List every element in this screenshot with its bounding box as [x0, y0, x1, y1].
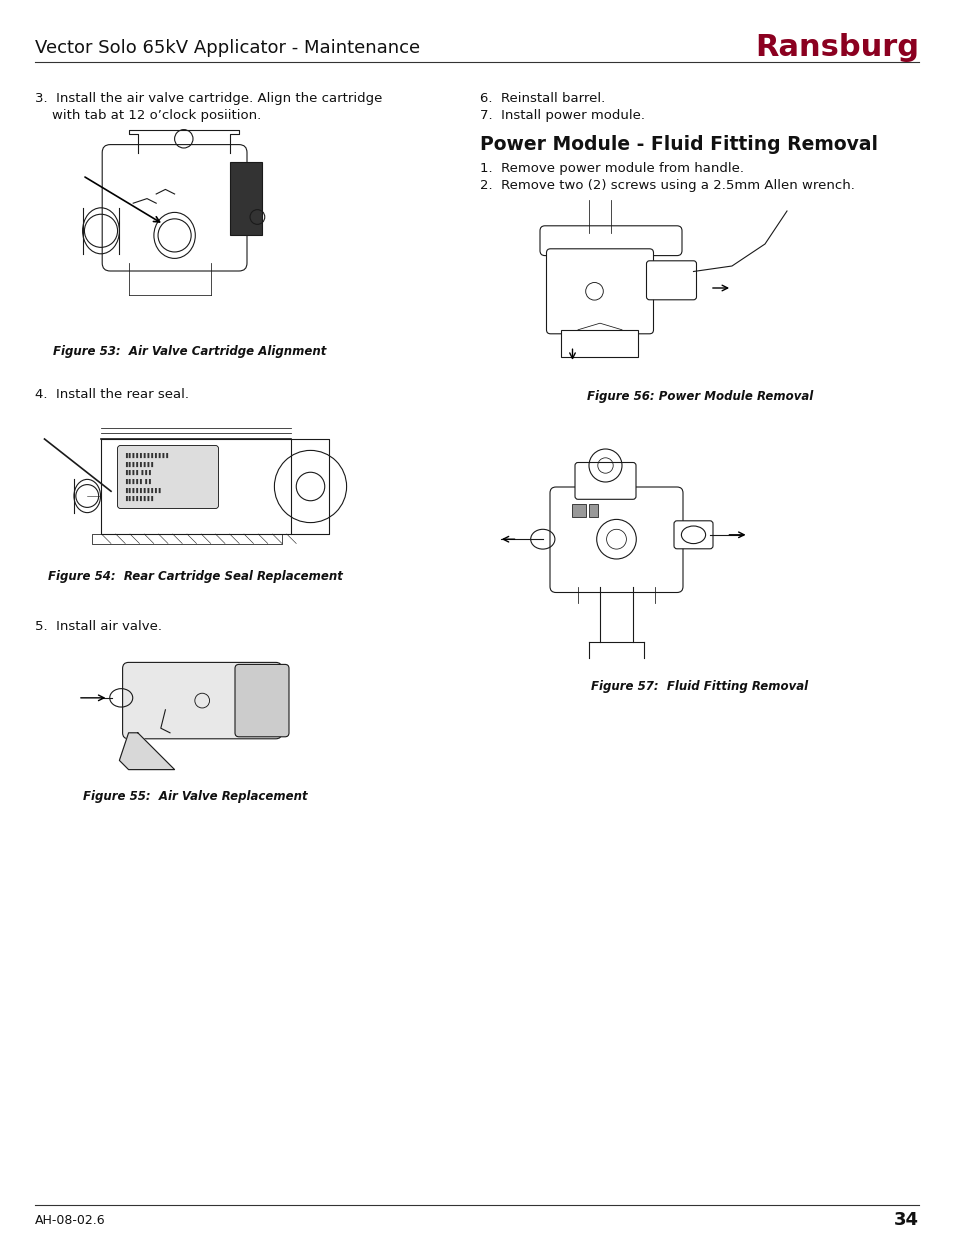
Text: ▌▌▌▌▌▌▌▌▌▌: ▌▌▌▌▌▌▌▌▌▌ [125, 488, 163, 493]
Bar [572, 504, 585, 517]
Text: 7.  Install power module.: 7. Install power module. [479, 109, 644, 122]
Text: Ransburg: Ransburg [754, 33, 918, 63]
Text: 2.  Remove two (2) screws using a 2.5mm Allen wrench.: 2. Remove two (2) screws using a 2.5mm A… [479, 179, 854, 191]
Text: Figure 55:  Air Valve Replacement: Figure 55: Air Valve Replacement [83, 790, 307, 803]
Text: with tab at 12 o’clock posiition.: with tab at 12 o’clock posiition. [35, 109, 261, 122]
FancyBboxPatch shape [539, 226, 681, 256]
FancyBboxPatch shape [234, 664, 289, 737]
FancyBboxPatch shape [575, 462, 636, 499]
Text: ▌▌▌▌▌▌▌▌: ▌▌▌▌▌▌▌▌ [125, 462, 155, 467]
Bar [588, 504, 598, 517]
Text: 6.  Reinstall barrel.: 6. Reinstall barrel. [479, 91, 604, 105]
Text: 3.  Install the air valve cartridge. Align the cartridge: 3. Install the air valve cartridge. Alig… [35, 91, 382, 105]
Text: Power Module - Fluid Fitting Removal: Power Module - Fluid Fitting Removal [479, 135, 877, 154]
Text: ▌▌▌▌ ▌▌▌: ▌▌▌▌ ▌▌▌ [125, 471, 152, 475]
Text: 5.  Install air valve.: 5. Install air valve. [35, 620, 162, 634]
FancyBboxPatch shape [550, 487, 682, 593]
FancyBboxPatch shape [546, 248, 653, 333]
Text: ▌▌▌▌▌▌▌▌▌▌▌▌: ▌▌▌▌▌▌▌▌▌▌▌▌ [125, 453, 170, 458]
FancyBboxPatch shape [673, 521, 712, 548]
Text: ▌▌▌▌▌ ▌▌: ▌▌▌▌▌ ▌▌ [125, 479, 152, 484]
Text: 1.  Remove power module from handle.: 1. Remove power module from handle. [479, 162, 743, 175]
FancyBboxPatch shape [123, 662, 281, 739]
Text: 4.  Install the rear seal.: 4. Install the rear seal. [35, 388, 189, 401]
Text: Figure 57:  Fluid Fitting Removal: Figure 57: Fluid Fitting Removal [591, 680, 808, 693]
Text: Vector Solo 65kV Applicator - Maintenance: Vector Solo 65kV Applicator - Maintenanc… [35, 40, 419, 57]
Text: Figure 56: Power Module Removal: Figure 56: Power Module Removal [586, 390, 812, 403]
Bar [230, 162, 262, 236]
FancyBboxPatch shape [117, 446, 218, 509]
Polygon shape [119, 732, 174, 769]
Text: 34: 34 [893, 1212, 918, 1229]
Text: Figure 53:  Air Valve Cartridge Alignment: Figure 53: Air Valve Cartridge Alignment [53, 345, 326, 358]
FancyBboxPatch shape [102, 144, 247, 270]
Bar [561, 330, 638, 357]
Text: AH-08-02.6: AH-08-02.6 [35, 1214, 106, 1226]
FancyBboxPatch shape [646, 261, 696, 300]
Text: Figure 54:  Rear Cartridge Seal Replacement: Figure 54: Rear Cartridge Seal Replaceme… [48, 571, 342, 583]
Text: ▌▌▌▌▌▌▌▌: ▌▌▌▌▌▌▌▌ [125, 496, 155, 501]
Bar [101, 438, 292, 534]
